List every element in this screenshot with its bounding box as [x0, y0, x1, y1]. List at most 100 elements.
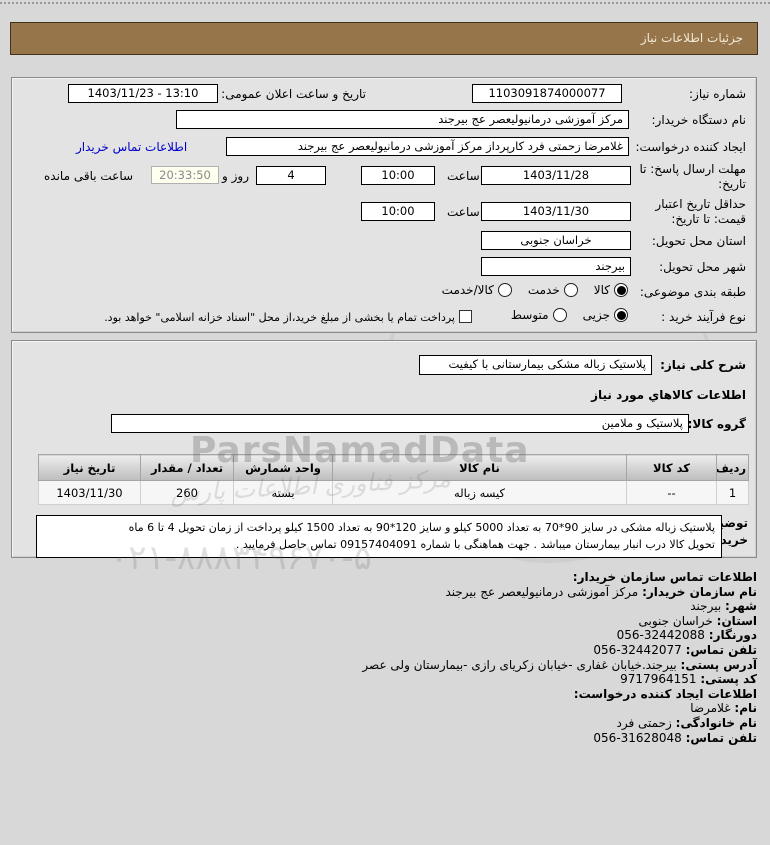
treasury-note: پرداخت تمام یا بخشی از مبلغ خرید،از محل … [104, 311, 455, 324]
classification-option-service-label: خدمت [527, 283, 560, 297]
phone-value: 32442077-056 [593, 642, 682, 657]
contact-line: دورنگار: 32442088-056 [13, 628, 757, 643]
goods-info-panel: شرح کلی نیاز: پلاستیک زباله مشکی بیمارست… [11, 340, 757, 558]
city-value: بیرجند [690, 599, 722, 614]
contact-line: نام خانوادگی: زحمتی فرد [13, 716, 757, 731]
classification-label: طبقه بندی موضوعی: [639, 285, 746, 299]
contact-line: تلفن تماس: 32442077-056 [13, 643, 757, 658]
goods-table-row: 1 -- کیسه زباله بسته 260 1403/11/30 [38, 480, 749, 505]
postal-address-value: بیرجند.خیابان غفاری -خیابان زکریای رازی … [362, 657, 677, 672]
classification-option-goods[interactable]: کالا [594, 283, 628, 297]
col-goods-code: کد کالا [626, 454, 717, 481]
price-validity-label-line1: حداقل تاریخ اعتبار [655, 197, 746, 211]
fax-value: 32442088-056 [616, 628, 705, 643]
first-name-label: نام: [734, 701, 757, 716]
contact-info-block: اطلاعات تماس سازمان خریدار: نام سازمان خ… [13, 570, 770, 745]
radio-service-icon[interactable] [563, 283, 578, 297]
deadline-date-field[interactable]: 1403/11/28 [481, 166, 631, 185]
buyer-notes-line1: پلاستیک زباله مشکی در سایز 90*70 به تعدا… [128, 521, 715, 534]
deadline-label: مهلت ارسال پاسخ: تا تاریخ: [639, 162, 746, 192]
buyer-org-label: نام دستگاه خریدار: [651, 113, 747, 127]
classification-option-service[interactable]: خدمت [528, 283, 578, 297]
goods-table: ردیف کد کالا نام کالا واحد شمارش تعداد /… [38, 454, 749, 505]
need-description-label: شرح کلی نیاز: [660, 358, 746, 372]
cell-need-date: 1403/11/30 [38, 480, 141, 505]
delivery-city-field[interactable]: بیرجند [481, 257, 631, 276]
delivery-province-field[interactable]: خراسان جنوبی [481, 231, 631, 250]
price-validity-hour-field[interactable]: 10:00 [361, 202, 435, 221]
goods-group-label: گروه کالا: [687, 417, 746, 431]
deadline-hour-label: ساعت [447, 169, 480, 183]
col-need-date: تاریخ نیاز [38, 454, 141, 481]
first-name-value: غلامرضا [690, 701, 731, 716]
process-option-minor[interactable]: جزیی [583, 308, 628, 322]
goods-group-field[interactable]: پلاستیک و ملامین [111, 414, 689, 433]
need-description-field[interactable]: پلاستیک زباله مشکی بیمارستانی با کیفیت [419, 355, 652, 375]
col-row-number: ردیف [716, 454, 749, 481]
contact-line: آدرس پستی: بیرجند.خیابان غفاری -خیابان ز… [13, 658, 757, 673]
classification-option-goods-service-label: کالا/خدمت [441, 283, 494, 297]
deadline-hour-field[interactable]: 10:00 [361, 166, 435, 185]
last-name-value: زحمتی فرد [616, 715, 672, 730]
request-creator-field[interactable]: غلامرضا زحمتی فرد کارپرداز مرکز آموزشی د… [226, 137, 629, 156]
price-validity-label-line2: قیمت: تا تاریخ: [671, 212, 746, 226]
process-option-medium-label: متوسط [510, 308, 549, 322]
goods-section-heading: اطلاعات کالاهاي مورد نیاز [591, 388, 746, 402]
postal-code-label: کد پستی: [700, 672, 757, 687]
cell-row-number: 1 [716, 480, 749, 505]
price-validity-label: حداقل تاریخ اعتبار قیمت: تا تاریخ: [655, 197, 746, 227]
page-title: جزئیات اطلاعات نیاز [10, 22, 758, 55]
radio-goods-icon[interactable] [614, 283, 628, 297]
process-type-label: نوع فرآیند خرید : [661, 310, 746, 324]
phone-label: تلفن تماس: [685, 642, 757, 657]
contact-line: تلفن تماس: 31628048-056 [13, 731, 757, 746]
cell-quantity: 260 [140, 480, 234, 505]
buyer-notes-field[interactable]: پلاستیک زباله مشکی در سایز 90*70 به تعدا… [36, 515, 722, 558]
goods-table-header-row: ردیف کد کالا نام کالا واحد شمارش تعداد /… [38, 454, 749, 481]
deadline-days-field[interactable]: 4 [256, 166, 326, 185]
hours-remaining-label: ساعت باقی مانده [44, 169, 134, 183]
col-quantity: تعداد / مقدار [140, 454, 234, 481]
contact-line: نام سازمان خریدار: مرکز آموزشی درمانیولی… [13, 585, 757, 600]
creator-phone-label: تلفن تماس: [685, 730, 757, 745]
cell-goods-name: کیسه زباله [332, 480, 627, 505]
radio-goods-service-icon[interactable] [497, 283, 512, 297]
buyer-contact-link[interactable]: اطلاعات تماس خریدار [76, 140, 188, 154]
need-number-field[interactable]: 1103091874000077 [472, 84, 622, 103]
classification-options: کالا خدمت کالا/خدمت [426, 283, 628, 297]
org-contact-heading: اطلاعات تماس سازمان خریدار: [572, 570, 757, 584]
need-info-panel: شماره نیاز: 1103091874000077 تاریخ و ساع… [11, 77, 757, 333]
classification-option-goods-service[interactable]: کالا/خدمت [442, 283, 512, 297]
treasury-checkbox[interactable] [459, 310, 472, 323]
radio-minor-icon[interactable] [614, 308, 628, 322]
last-name-label: نام خانوادگی: [675, 715, 757, 730]
buyer-org-field[interactable]: مرکز آموزشی درمانیولیعصر عج بیرجند [176, 110, 629, 129]
col-goods-name: نام کالا [332, 454, 627, 481]
price-validity-date-field[interactable]: 1403/11/30 [481, 202, 631, 221]
request-creator-label: ایجاد کننده درخواست: [635, 140, 746, 154]
radio-medium-icon[interactable] [552, 308, 567, 322]
deadline-label-line1: مهلت ارسال پاسخ: تا [639, 162, 746, 176]
contact-line: شهر: بیرجند [13, 599, 757, 614]
contact-line: کد پستی: 9717964151 [13, 672, 757, 687]
deadline-label-line2: تاریخ: [718, 177, 746, 191]
province-label: استان: [716, 613, 757, 628]
delivery-city-label: شهر محل تحویل: [659, 260, 746, 274]
postal-address-label: آدرس پستی: [680, 657, 757, 672]
org-name-value: مرکز آموزشی درمانیولیعصر عج بیرجند [445, 584, 639, 599]
time-remaining-field: 20:33:50 [151, 166, 219, 184]
col-count-unit: واحد شمارش [233, 454, 333, 481]
process-option-medium[interactable]: متوسط [511, 308, 567, 322]
price-validity-hour-label: ساعت [447, 205, 480, 219]
creator-contact-heading: اطلاعات ایجاد کننده درخواست: [573, 686, 757, 701]
cell-count-unit: بسته [233, 480, 333, 505]
process-option-minor-label: جزیی [582, 308, 610, 322]
need-number-label: شماره نیاز: [689, 87, 746, 101]
contact-line: نام: غلامرضا [13, 701, 757, 716]
announce-datetime-field[interactable]: 1403/11/23 - 13:10 [68, 84, 218, 103]
buyer-notes-line2: تحویل کالا درب انبار بیمارستان میباشد . … [235, 538, 715, 551]
top-dotted-divider [0, 2, 770, 4]
city-label: شهر: [725, 599, 757, 614]
fax-label: دورنگار: [708, 628, 757, 643]
